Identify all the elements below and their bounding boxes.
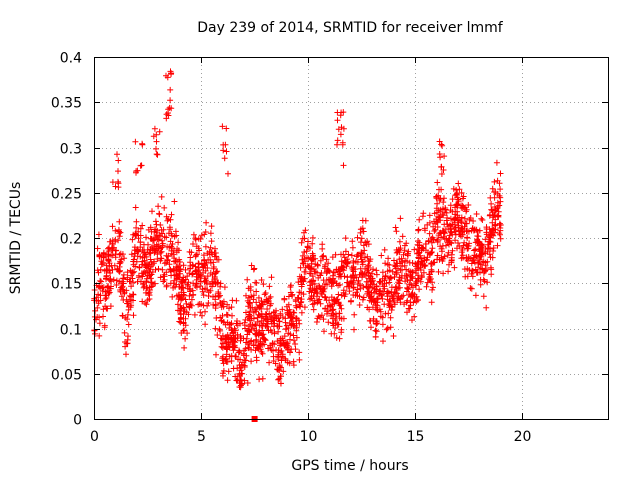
y-axis-label: SRMTID / TECUs: [8, 182, 24, 295]
axis-ticks: [94, 57, 608, 420]
y-tick-label: 0.1: [60, 323, 82, 339]
y-tick-label: 0: [73, 413, 82, 429]
y-tick-labels: 0 0.05 0.1 0.15 0.2 0.25 0.3 0.35 0.4: [51, 51, 82, 429]
x-tick-label: 5: [197, 429, 206, 445]
y-tick-label: 0.15: [51, 277, 82, 293]
y-tick-label: 0.25: [51, 187, 82, 203]
data-points: [91, 68, 504, 422]
x-axis-label: GPS time / hours: [291, 458, 408, 474]
x-tick-label: 15: [407, 429, 425, 445]
x-tick-label: 0: [90, 429, 99, 445]
scatter-markers: [91, 68, 504, 391]
x-tick-labels: 0 5 10 15 20: [90, 429, 531, 445]
y-tick-label: 0.2: [60, 232, 82, 248]
y-tick-label: 0.4: [60, 51, 82, 67]
y-tick-label: 0.35: [51, 96, 82, 112]
chart-title: Day 239 of 2014, SRMTID for receiver lmm…: [197, 20, 504, 36]
x-tick-label: 10: [300, 429, 318, 445]
y-tick-label: 0.3: [60, 142, 82, 158]
y-tick-label: 0.05: [51, 368, 82, 384]
x-tick-label: 20: [514, 429, 532, 445]
